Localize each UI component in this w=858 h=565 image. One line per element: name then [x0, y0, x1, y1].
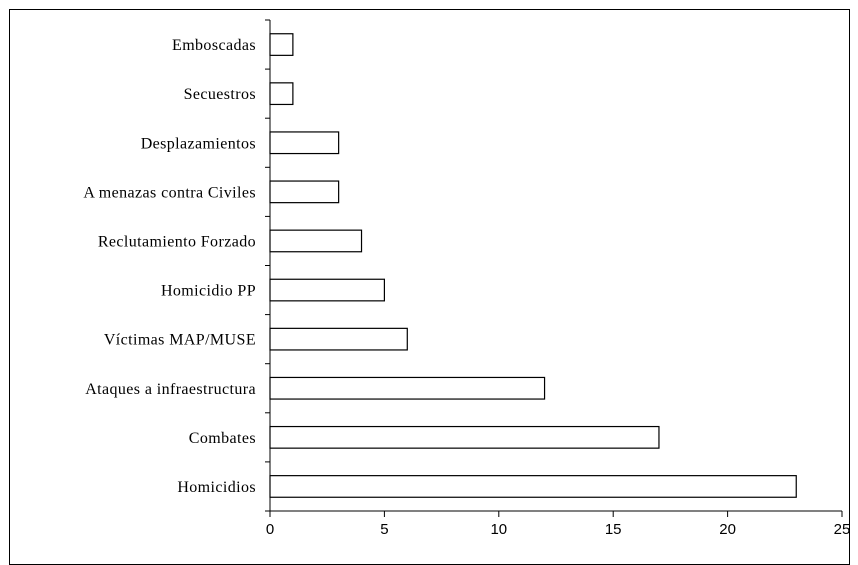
- axes-group: [265, 19, 843, 517]
- bar-6: [269, 180, 340, 204]
- category-label-7: Desplazamientos: [141, 135, 256, 152]
- category-label-5: Reclutamiento Forzado: [98, 233, 256, 250]
- x-tick-label-0: 0: [266, 521, 274, 538]
- bar-0: [269, 475, 797, 498]
- category-label-0: Homicidios: [177, 479, 256, 496]
- category-label-8: Secuestros: [184, 86, 256, 103]
- bars-group: [269, 33, 797, 498]
- x-tick-label-1: 5: [380, 521, 388, 538]
- x-tick-label-3: 15: [605, 521, 622, 538]
- category-label-1: Combates: [189, 430, 256, 447]
- x-tick-label-5: 25: [834, 521, 851, 538]
- bar-3: [269, 327, 408, 351]
- x-tick-label-2: 10: [490, 521, 507, 538]
- bar-9: [269, 33, 294, 56]
- category-label-2: Ataques a infraestructura: [85, 381, 256, 398]
- category-label-3: Víctimas MAP/MUSE: [104, 332, 256, 349]
- bar-2: [269, 376, 546, 400]
- x-tick-label-4: 20: [719, 521, 736, 538]
- category-label-6: A menazas contra Civiles: [83, 184, 256, 201]
- bar-1: [269, 425, 660, 449]
- bar-7: [269, 131, 340, 155]
- bar-5: [269, 229, 363, 253]
- bar-8: [269, 82, 294, 106]
- category-label-9: Emboscadas: [172, 37, 256, 54]
- category-labels: Homicidios Combates Ataques a infraestruct…: [83, 37, 256, 496]
- bar-4: [269, 278, 386, 302]
- x-tick-labels: 0 5 10 15 20 25: [266, 521, 851, 538]
- category-label-4: Homicidio PP: [161, 283, 256, 300]
